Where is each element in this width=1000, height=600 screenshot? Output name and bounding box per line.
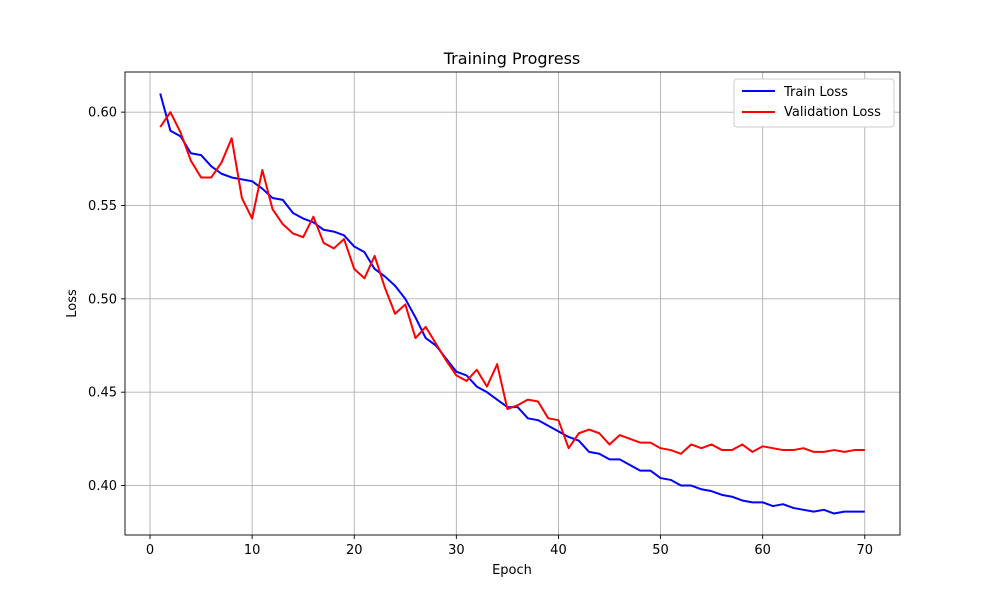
y-axis-ticks: 0.40 0.45 0.50 0.55 0.60 xyxy=(88,106,125,494)
series-lines xyxy=(159,93,865,515)
legend-validation-loss-label: Validation Loss xyxy=(784,105,881,120)
y-tick-label: 0.40 xyxy=(88,479,117,494)
y-tick-label: 0.55 xyxy=(88,199,117,214)
y-tick-label: 0.50 xyxy=(88,292,117,307)
x-tick-label: 40 xyxy=(550,543,567,558)
x-tick-label: 20 xyxy=(346,543,363,558)
x-gridlines xyxy=(149,72,866,535)
series-line-validation-loss xyxy=(159,111,865,455)
x-tick-label: 50 xyxy=(652,543,669,558)
y-axis-label: Loss xyxy=(65,289,80,318)
x-axis-ticks: 0 10 20 30 40 50 60 70 xyxy=(146,535,873,558)
plot-area xyxy=(125,72,900,535)
y-tick-label: 0.60 xyxy=(88,106,117,121)
x-tick-label: 70 xyxy=(856,543,873,558)
plot-frame xyxy=(124,71,901,536)
chart-title: Training Progress xyxy=(443,49,581,68)
x-tick-label: 0 xyxy=(146,543,154,558)
legend-train-loss-label: Train Loss xyxy=(783,85,848,100)
y-gridlines xyxy=(125,111,900,486)
y-tick-label: 0.45 xyxy=(88,386,117,401)
legend: Train Loss Validation Loss xyxy=(733,78,895,128)
x-axis-label: Epoch xyxy=(492,563,532,578)
x-tick-label: 10 xyxy=(244,543,261,558)
x-tick-label: 30 xyxy=(448,543,465,558)
x-tick-label: 60 xyxy=(754,543,771,558)
